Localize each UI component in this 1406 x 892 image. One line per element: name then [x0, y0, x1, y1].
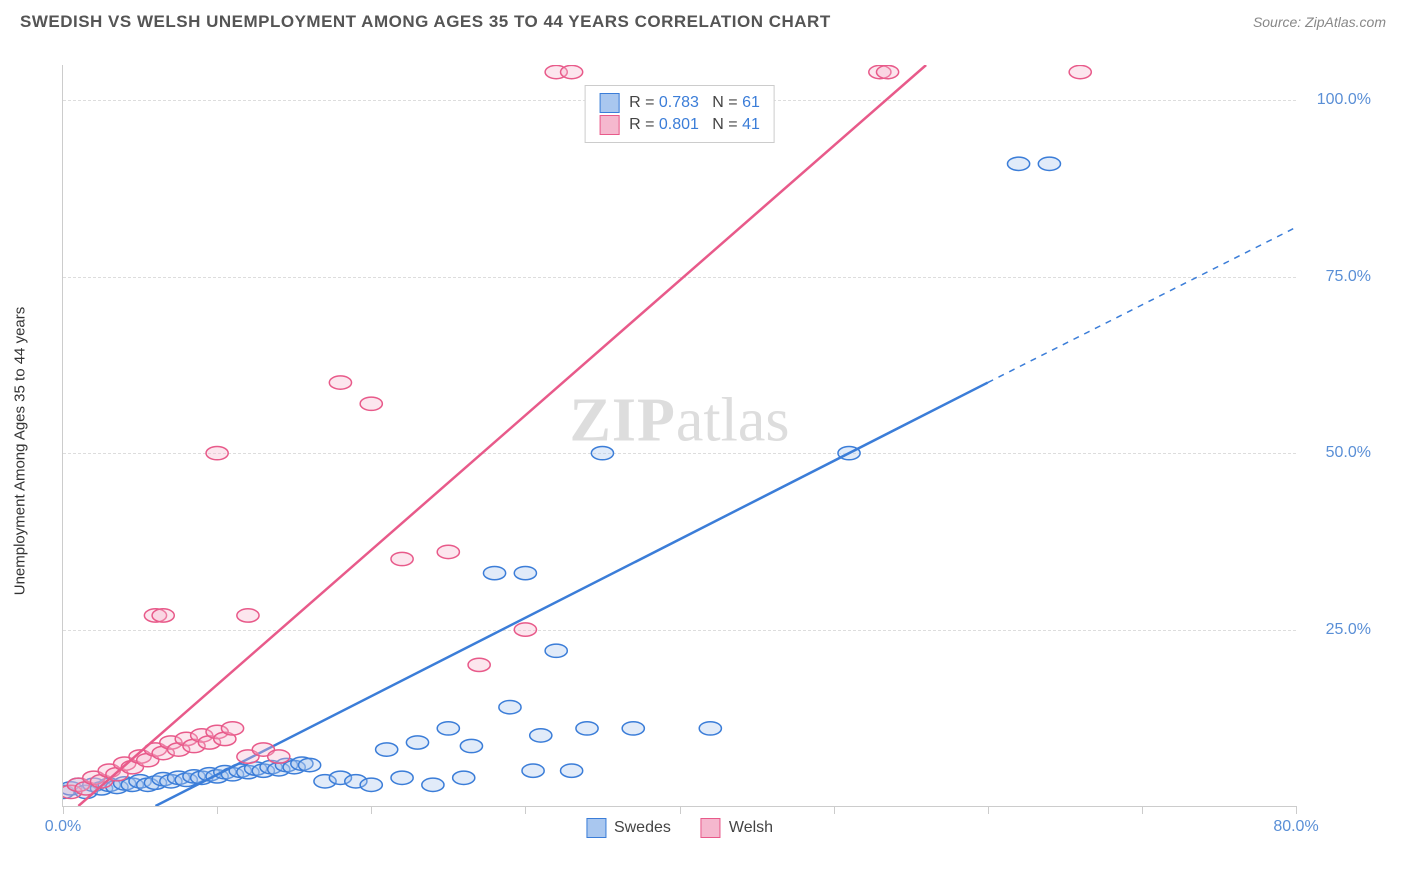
scatter-point	[360, 778, 382, 791]
scatter-point	[221, 722, 243, 735]
scatter-point	[514, 623, 536, 636]
scatter-point	[561, 65, 583, 78]
stats-legend-row: R = 0.801 N = 41	[599, 114, 760, 136]
legend-swatch	[701, 818, 721, 838]
x-tick	[63, 806, 64, 814]
stats-legend: R = 0.783 N = 61 R = 0.801 N = 41	[584, 85, 775, 143]
x-tick	[988, 806, 989, 814]
scatter-point	[1007, 157, 1029, 170]
chart-title: SWEDISH VS WELSH UNEMPLOYMENT AMONG AGES…	[20, 12, 831, 32]
legend-swatch	[599, 115, 619, 135]
scatter-point	[299, 758, 321, 771]
scatter-point	[437, 722, 459, 735]
x-tick	[1296, 806, 1297, 814]
x-tick	[217, 806, 218, 814]
y-tick-label: 75.0%	[1326, 268, 1371, 286]
scatter-point	[699, 722, 721, 735]
scatter-point	[483, 566, 505, 579]
scatter-point	[391, 771, 413, 784]
y-axis-label: Unemployment Among Ages 35 to 44 years	[12, 307, 29, 596]
scatter-point	[406, 736, 428, 749]
scatter-point	[391, 552, 413, 565]
scatter-point	[468, 658, 490, 671]
scatter-point	[876, 65, 898, 78]
scatter-point	[422, 778, 444, 791]
scatter-point	[152, 609, 174, 622]
scatter-point	[437, 545, 459, 558]
plot-area: ZIPatlas R = 0.783 N = 61R = 0.801 N = 4…	[62, 65, 1296, 807]
series-legend-item: Swedes	[586, 818, 671, 838]
stats-legend-text: R = 0.783 N = 61	[629, 94, 760, 112]
x-tick	[371, 806, 372, 814]
trend-line-dashed	[988, 227, 1296, 382]
y-tick-label: 50.0%	[1326, 444, 1371, 462]
scatter-point	[576, 722, 598, 735]
scatter-point	[622, 722, 644, 735]
source-attribution: Source: ZipAtlas.com	[1253, 14, 1386, 30]
scatter-point	[522, 764, 544, 777]
scatter-point	[376, 743, 398, 756]
scatter-point	[514, 566, 536, 579]
y-tick-label: 25.0%	[1326, 621, 1371, 639]
y-tick-label: 100.0%	[1317, 91, 1371, 109]
scatter-plot-svg	[63, 65, 1296, 806]
scatter-point	[591, 446, 613, 459]
scatter-point	[453, 771, 475, 784]
scatter-point	[1069, 65, 1091, 78]
trend-line	[155, 383, 987, 806]
scatter-point	[268, 750, 290, 763]
scatter-point	[237, 609, 259, 622]
stats-legend-text: R = 0.801 N = 41	[629, 116, 760, 134]
scatter-point	[499, 701, 521, 714]
legend-swatch	[599, 93, 619, 113]
series-legend: Swedes Welsh	[586, 818, 773, 838]
trend-line	[78, 65, 926, 806]
scatter-point	[329, 376, 351, 389]
x-tick-label: 0.0%	[45, 818, 81, 836]
scatter-point	[545, 644, 567, 657]
x-tick	[525, 806, 526, 814]
series-legend-label: Swedes	[614, 819, 671, 837]
chart-container: Unemployment Among Ages 35 to 44 years Z…	[50, 45, 1386, 857]
x-tick	[834, 806, 835, 814]
series-legend-item: Welsh	[701, 818, 773, 838]
stats-legend-row: R = 0.783 N = 61	[599, 92, 760, 114]
x-tick	[1142, 806, 1143, 814]
scatter-point	[561, 764, 583, 777]
scatter-point	[360, 397, 382, 410]
x-tick	[680, 806, 681, 814]
scatter-point	[1038, 157, 1060, 170]
x-tick-label: 80.0%	[1273, 818, 1318, 836]
legend-swatch	[586, 818, 606, 838]
scatter-point	[530, 729, 552, 742]
scatter-point	[460, 739, 482, 752]
scatter-point	[206, 446, 228, 459]
series-legend-label: Welsh	[729, 819, 773, 837]
